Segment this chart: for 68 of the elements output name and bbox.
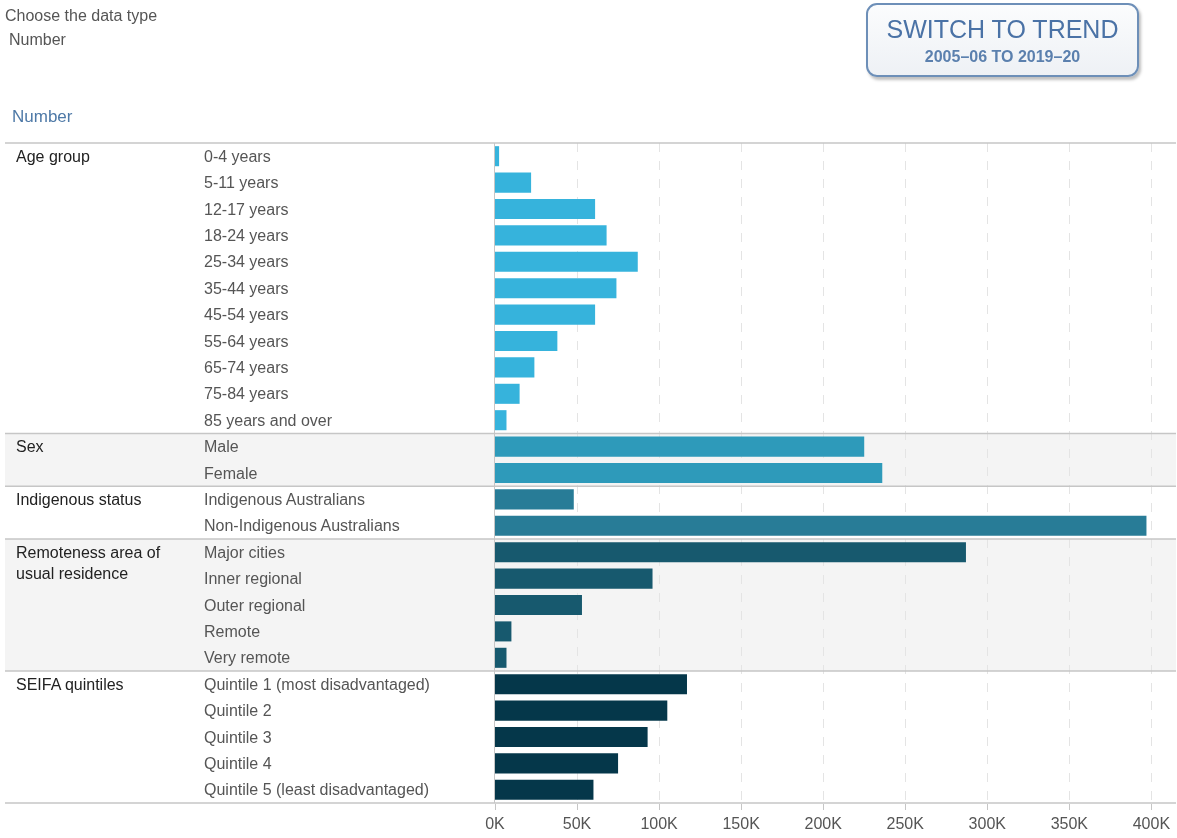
bar	[495, 383, 520, 404]
bar	[495, 357, 535, 378]
bar	[495, 726, 648, 748]
text: Age group	[16, 148, 90, 165]
bar	[495, 172, 532, 193]
bar	[495, 621, 512, 642]
y-tick-label: Inner regional	[204, 570, 302, 587]
text: Indigenous status	[16, 491, 142, 508]
y-tick-label: Indigenous Australians	[204, 491, 365, 508]
x-tick-label: 0K	[485, 815, 506, 833]
y-tick-label: 18-24 years	[204, 227, 289, 244]
y-tick-label: 35-44 years	[204, 280, 289, 297]
bar	[495, 674, 687, 695]
bar	[495, 647, 507, 668]
bar	[495, 753, 619, 774]
bar	[495, 198, 596, 220]
y-tick-label: 5-11 years	[204, 174, 279, 191]
bar	[495, 225, 607, 246]
text: SEIFA quintiles	[16, 676, 124, 693]
y-tick-label: Remote	[204, 623, 261, 640]
bar	[495, 568, 653, 589]
y-tick-label: Male	[204, 438, 239, 455]
text: Remoteness area of usual residence	[16, 544, 161, 582]
bar	[495, 146, 500, 167]
text: Choose the data type	[5, 7, 158, 26]
y-tick-label: Quintile 4	[204, 755, 272, 772]
y-tick-label: 45-54 years	[204, 306, 289, 323]
bar	[495, 251, 638, 272]
bar	[495, 489, 574, 510]
x-tick-label: 400K	[1132, 815, 1171, 833]
bar	[495, 594, 582, 616]
x-tick-label: 200K	[804, 815, 843, 833]
y-tick-label: Very remote	[204, 649, 291, 666]
y-tick-label: 75-84 years	[204, 385, 289, 402]
y-tick-label: Quintile 2	[204, 702, 272, 719]
y-tick-label: 85 years and over	[204, 412, 333, 429]
text: Number	[12, 106, 73, 126]
bar	[495, 304, 596, 325]
x-tick-label: 300K	[968, 815, 1007, 833]
y-tick-label: Female	[204, 465, 258, 482]
bar	[495, 542, 966, 563]
bar	[495, 779, 594, 800]
bar	[495, 700, 668, 721]
button: SWITCH TO TREND 2005–06 TO 2019–20	[866, 3, 1139, 77]
bar	[495, 462, 883, 484]
y-tick-label: Quintile 3	[204, 729, 272, 746]
y-tick-label: 55-64 years	[204, 333, 289, 350]
y-tick-label: Quintile 5 (least disadvantaged)	[204, 781, 430, 798]
text: Sex	[16, 438, 44, 455]
y-tick-label: Non-Indigenous Australians	[204, 517, 400, 534]
y-tick-label: Quintile 1 (most disadvantaged)	[204, 676, 430, 693]
bar	[495, 515, 1147, 536]
y-tick-label: 0-4 years	[204, 148, 271, 165]
bar	[495, 330, 558, 352]
bar	[495, 278, 617, 299]
y-tick-label: 65-74 years	[204, 359, 289, 376]
y-tick-label: 25-34 years	[204, 253, 289, 270]
bar	[495, 436, 865, 457]
bar	[495, 410, 507, 431]
text: Number	[9, 31, 66, 50]
x-tick-label: 50K	[562, 815, 592, 833]
x-tick-label: 250K	[886, 815, 925, 833]
y-tick-label: Major cities	[204, 544, 285, 561]
x-tick-label: 150K	[722, 815, 761, 833]
y-tick-label: 12-17 years	[204, 201, 289, 218]
x-tick-label: 100K	[640, 815, 679, 833]
x-tick-label: 350K	[1050, 815, 1089, 833]
y-tick-label: Outer regional	[204, 597, 306, 614]
